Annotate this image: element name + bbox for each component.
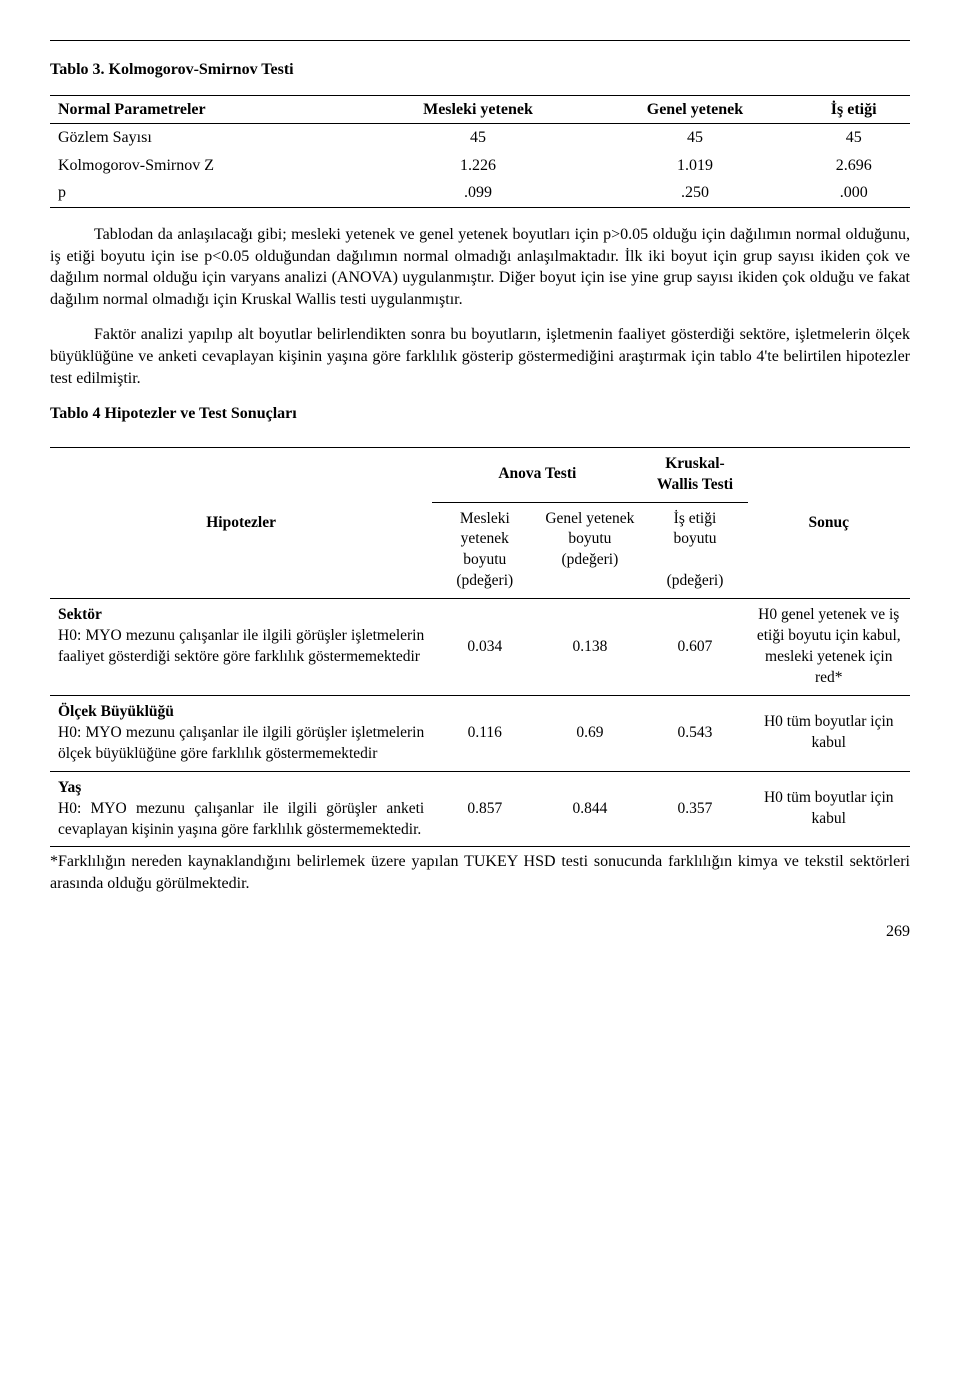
t1-r1c0: Kolmogorov-Smirnov Z bbox=[50, 152, 363, 180]
t2-h-hypo: Hipotezler bbox=[50, 447, 432, 599]
t2-r2-v1: 0.857 bbox=[432, 771, 537, 847]
t1-r1c1: 1.226 bbox=[363, 152, 592, 180]
t2-r0-head: Sektör bbox=[58, 605, 424, 626]
t2-r0-v2: 0.138 bbox=[537, 599, 642, 696]
t2-h-c3b: (pdeğeri) bbox=[667, 572, 724, 589]
t1-r2c3: .000 bbox=[797, 179, 910, 207]
t2-r2-head: Yaş bbox=[58, 778, 424, 799]
t2-r1-v1: 0.116 bbox=[432, 695, 537, 771]
t2-r1-hypo: Ölçek Büyüklüğü H0: MYO mezunu çalışanla… bbox=[50, 695, 432, 771]
t1-col-3: İş etiği bbox=[797, 95, 910, 124]
table-row: Ölçek Büyüklüğü H0: MYO mezunu çalışanla… bbox=[50, 695, 910, 771]
table-row: p .099 .250 .000 bbox=[50, 179, 910, 207]
t2-h-c3a: İş etiği boyutu bbox=[673, 510, 716, 548]
t2-r0-v3: 0.607 bbox=[642, 599, 747, 696]
table-row: Yaş H0: MYO mezunu çalışanlar ile ilgili… bbox=[50, 771, 910, 847]
t1-r1c3: 2.696 bbox=[797, 152, 910, 180]
kolmogorov-table: Normal Parametreler Mesleki yetenek Gene… bbox=[50, 95, 910, 208]
t2-r1-res: H0 tüm boyutlar için kabul bbox=[748, 695, 910, 771]
table-row: Kolmogorov-Smirnov Z 1.226 1.019 2.696 bbox=[50, 152, 910, 180]
t1-r2c1: .099 bbox=[363, 179, 592, 207]
t1-col-0: Normal Parametreler bbox=[50, 95, 363, 124]
t1-r0c1: 45 bbox=[363, 124, 592, 152]
top-horizontal-rule bbox=[50, 40, 910, 41]
t2-r0-res: H0 genel yetenek ve iş etiği boyutu için… bbox=[748, 599, 910, 696]
paragraph-1: Tablodan da anlaşılacağı gibi; mesleki y… bbox=[50, 224, 910, 310]
t1-r1c2: 1.019 bbox=[593, 152, 798, 180]
t2-h-c2: Genel yetenek boyutu (pdeğeri) bbox=[537, 502, 642, 599]
table4-title: Tablo 4 Hipotezler ve Test Sonuçları bbox=[50, 403, 910, 425]
table4-footnote: *Farklılığın nereden kaynaklandığını bel… bbox=[50, 851, 910, 894]
t2-r0-hypo: Sektör H0: MYO mezunu çalışanlar ile ilg… bbox=[50, 599, 432, 696]
t2-r0-v1: 0.034 bbox=[432, 599, 537, 696]
page-number: 269 bbox=[50, 921, 910, 943]
table-row: Sektör H0: MYO mezunu çalışanlar ile ilg… bbox=[50, 599, 910, 696]
table-row: Gözlem Sayısı 45 45 45 bbox=[50, 124, 910, 152]
t2-h-c1: Mesleki yetenek boyutu (pdeğeri) bbox=[432, 502, 537, 599]
t1-col-1: Mesleki yetenek bbox=[363, 95, 592, 124]
t2-r1-body: H0: MYO mezunu çalışanlar ile ilgili gör… bbox=[58, 724, 424, 762]
t2-r2-body: H0: MYO mezunu çalışanlar ile ilgili gör… bbox=[58, 800, 424, 838]
t2-h-res: Sonuç bbox=[748, 447, 910, 599]
t2-r1-v2: 0.69 bbox=[537, 695, 642, 771]
t1-r0c3: 45 bbox=[797, 124, 910, 152]
t1-r0c0: Gözlem Sayısı bbox=[50, 124, 363, 152]
t2-r2-hypo: Yaş H0: MYO mezunu çalışanlar ile ilgili… bbox=[50, 771, 432, 847]
paragraph-2: Faktör analizi yapılıp alt boyutlar beli… bbox=[50, 324, 910, 389]
t2-r2-res: H0 tüm boyutlar için kabul bbox=[748, 771, 910, 847]
t2-h-anova: Anova Testi bbox=[432, 447, 642, 502]
t2-r2-v2: 0.844 bbox=[537, 771, 642, 847]
t2-h-kw: Kruskal-Wallis Testi bbox=[642, 447, 747, 502]
t2-r0-body: H0: MYO mezunu çalışanlar ile ilgili gör… bbox=[58, 627, 424, 665]
t1-col-2: Genel yetenek bbox=[593, 95, 798, 124]
t2-r1-head: Ölçek Büyüklüğü bbox=[58, 702, 424, 723]
t2-r1-v3: 0.543 bbox=[642, 695, 747, 771]
hypotheses-table: Hipotezler Anova Testi Kruskal-Wallis Te… bbox=[50, 447, 910, 848]
t1-r0c2: 45 bbox=[593, 124, 798, 152]
t2-r2-v3: 0.357 bbox=[642, 771, 747, 847]
t1-r2c2: .250 bbox=[593, 179, 798, 207]
t2-h-c3: İş etiği boyutu (pdeğeri) bbox=[642, 502, 747, 599]
table3-title: Tablo 3. Kolmogorov-Smirnov Testi bbox=[50, 59, 910, 81]
t1-r2c0: p bbox=[50, 179, 363, 207]
